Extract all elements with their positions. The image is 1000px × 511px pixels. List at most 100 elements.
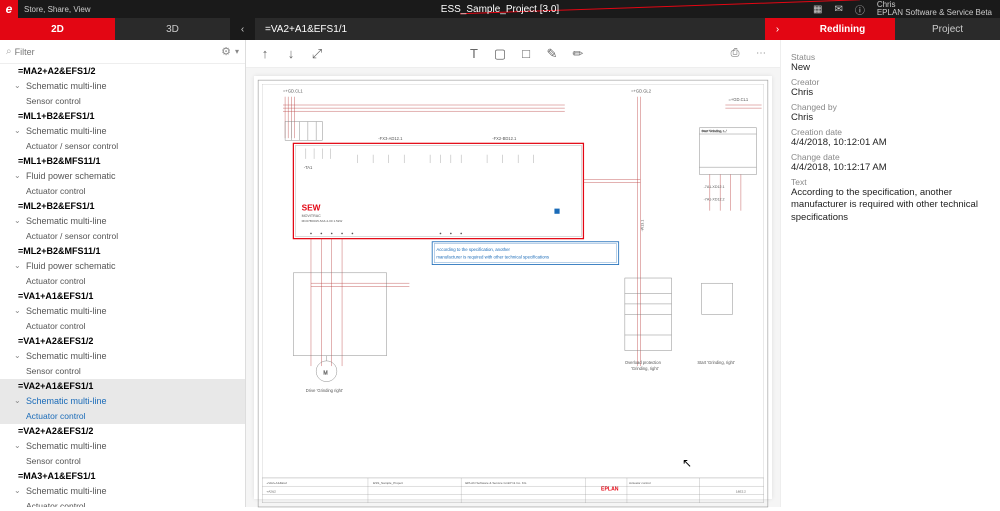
- chevron-down-icon[interactable]: ▾: [235, 47, 239, 56]
- status-value: New: [791, 62, 990, 73]
- tree-item[interactable]: Fluid power schematic: [0, 259, 245, 274]
- tab-redlining[interactable]: Redlining: [790, 18, 895, 40]
- svg-text:Actuator control: Actuator control: [629, 481, 651, 485]
- changedby-value: Chris: [791, 112, 990, 123]
- svg-text:MOVITRAC: MOVITRAC: [302, 214, 321, 218]
- tree-item[interactable]: =VA2+A1&EFS1/1: [0, 379, 245, 394]
- nav-up-icon[interactable]: ↑: [254, 43, 276, 65]
- tree-item[interactable]: Schematic multi-line: [0, 484, 245, 499]
- svg-text:Overload protection: Overload protection: [625, 360, 662, 365]
- creator-label: Creator: [791, 77, 990, 87]
- svg-text:-W13.1: -W13.1: [641, 220, 645, 232]
- tree-item[interactable]: =MA3+A1&EFS1/1: [0, 469, 245, 484]
- tab-3d[interactable]: 3D: [115, 18, 230, 40]
- svg-text:=+GD.GL2: =+GD.GL2: [631, 89, 652, 94]
- tree-item[interactable]: =ML2+B2&EFS1/1: [0, 199, 245, 214]
- svg-text:M: M: [323, 370, 327, 376]
- created-value: 4/4/2018, 10:12:01 AM: [791, 137, 990, 148]
- properties-panel: Status New Creator Chris Changed by Chri…: [780, 40, 1000, 507]
- tree-item[interactable]: Schematic multi-line: [0, 79, 245, 94]
- tree-item[interactable]: =MA2+A2&EFS1/2: [0, 64, 245, 79]
- company: EPLAN Software & Service Beta: [877, 8, 992, 17]
- topbar: e Store, Share, View ESS_Sample_Project …: [0, 0, 1000, 18]
- apps-icon[interactable]: ▦: [813, 4, 822, 15]
- tree-item[interactable]: Schematic multi-line: [0, 304, 245, 319]
- tree-item[interactable]: Actuator control: [0, 319, 245, 334]
- svg-text:-TA1: -TA1: [304, 165, 313, 170]
- text-value: According to the specification, another …: [791, 187, 990, 224]
- svg-text:+VA2+A1&EL2: +VA2+A1&EL2: [266, 481, 287, 485]
- tree-item[interactable]: Schematic multi-line: [0, 214, 245, 229]
- tree-item[interactable]: Sensor control: [0, 94, 245, 109]
- svg-text:-FX3-AD12.1: -FX3-AD12.1: [378, 136, 403, 141]
- tree-item[interactable]: =ML2+B2&MFS11/1: [0, 244, 245, 259]
- svg-text:=+GD.CL1: =+GD.CL1: [728, 97, 748, 102]
- changedby-label: Changed by: [791, 102, 990, 112]
- svg-text:EPLAN Software & Service GmbH: EPLAN Software & Service GmbH & Co. KG: [465, 481, 527, 485]
- project-title: ESS_Sample_Project [3.0]: [441, 4, 559, 15]
- more-icon[interactable]: ⋯: [750, 48, 772, 59]
- text-tool-icon[interactable]: T: [463, 43, 485, 65]
- edit-tool-icon[interactable]: ✏: [567, 43, 589, 65]
- tree-item[interactable]: =VA1+A1&EFS1/1: [0, 289, 245, 304]
- tabbar: 2D 3D ‹ =VA2+A1&EFS1/1 › Redlining Proje…: [0, 18, 1000, 40]
- tab-project[interactable]: Project: [895, 18, 1000, 40]
- tree-item[interactable]: =ML1+B2&EFS1/1: [0, 109, 245, 124]
- created-label: Creation date: [791, 127, 990, 137]
- filter-input[interactable]: [15, 47, 222, 57]
- svg-text:MC07B0015-5A3-4-00 1.5kW: MC07B0015-5A3-4-00 1.5kW: [302, 219, 343, 223]
- tree-item[interactable]: Schematic multi-line: [0, 394, 245, 409]
- brand-text: Store, Share, View: [24, 5, 91, 14]
- tree-item[interactable]: Schematic multi-line: [0, 349, 245, 364]
- mail-icon[interactable]: ✉: [834, 4, 842, 15]
- tree-item[interactable]: =ML1+B2&MFS11/1: [0, 154, 245, 169]
- sidebar: ⌕ ⚙ ▾ =MA2+A2&EFS1/2Schematic multi-line…: [0, 40, 246, 507]
- tree-item[interactable]: Actuator control: [0, 499, 245, 507]
- tree-item[interactable]: =VA1+A2&EFS1/2: [0, 334, 245, 349]
- print-icon[interactable]: ⎙: [724, 43, 746, 65]
- fit-icon[interactable]: ⤢: [306, 43, 328, 65]
- tree-item[interactable]: Schematic multi-line: [0, 439, 245, 454]
- gear-icon[interactable]: ⚙: [221, 45, 231, 58]
- tab-2d[interactable]: 2D: [0, 18, 115, 40]
- tree-item[interactable]: Actuator / sensor control: [0, 229, 245, 244]
- svg-text:=+GD.CL1: =+GD.CL1: [283, 89, 303, 94]
- tree-item[interactable]: Actuator control: [0, 184, 245, 199]
- svg-text:-FX2-BD12.1: -FX2-BD12.1: [492, 136, 517, 141]
- svg-text:-7A1-XD12.2: -7A1-XD12.2: [704, 197, 725, 201]
- tree-item[interactable]: Actuator control: [0, 274, 245, 289]
- nav-next[interactable]: ›: [765, 18, 790, 40]
- nav-prev[interactable]: ‹: [230, 18, 255, 40]
- user-icon[interactable]: ⓘ: [855, 2, 865, 17]
- path-display: =VA2+A1&EFS1/1: [255, 18, 765, 40]
- svg-text:SEW: SEW: [302, 204, 321, 213]
- canvas-area: ↑ ↓ ⤢ T ▢ □ ✎ ✏ ⎙ ⋯: [246, 40, 780, 507]
- svg-text:EPLAN: EPLAN: [601, 486, 619, 492]
- svg-text:+A2&2: +A2&2: [266, 489, 276, 493]
- svg-text:-7A1-XD12.1: -7A1-XD12.1: [704, 185, 725, 189]
- svg-text:Start 'Grinding, r...': Start 'Grinding, r...': [702, 129, 728, 133]
- svg-text:1&E2.2: 1&E2.2: [736, 489, 746, 493]
- svg-text:Start 'Grinding, right': Start 'Grinding, right': [697, 360, 735, 365]
- text-label: Text: [791, 177, 990, 187]
- svg-text:manufacturer is required with: manufacturer is required with other tech…: [436, 254, 550, 259]
- tree-item[interactable]: Actuator / sensor control: [0, 139, 245, 154]
- svg-text:According to the specification: According to the specification, another: [436, 247, 510, 252]
- search-icon: ⌕: [6, 46, 12, 57]
- pen-tool-icon[interactable]: ✎: [541, 43, 563, 65]
- tree-item[interactable]: Sensor control: [0, 364, 245, 379]
- tree-item[interactable]: Actuator control: [0, 409, 245, 424]
- tree-item[interactable]: =VA2+A2&EFS1/2: [0, 424, 245, 439]
- nav-down-icon[interactable]: ↓: [280, 43, 302, 65]
- svg-text:Drive 'Grinding right': Drive 'Grinding right': [306, 388, 343, 393]
- eplan-logo: e: [0, 0, 18, 18]
- svg-text:ESS_Sample_Project: ESS_Sample_Project: [373, 481, 403, 485]
- tree-item[interactable]: Sensor control: [0, 454, 245, 469]
- schematic-canvas[interactable]: =+GD.CL1 =+GD.GL2 =+GD.CL1 -TA1 SEW: [254, 76, 772, 499]
- page-tree: =MA2+A2&EFS1/2Schematic multi-lineSensor…: [0, 64, 245, 507]
- canvas-toolbar: ↑ ↓ ⤢ T ▢ □ ✎ ✏ ⎙ ⋯: [246, 40, 780, 68]
- select-tool-icon[interactable]: ▢: [489, 43, 511, 65]
- tree-item[interactable]: Schematic multi-line: [0, 124, 245, 139]
- tree-item[interactable]: Fluid power schematic: [0, 169, 245, 184]
- rect-tool-icon[interactable]: □: [515, 43, 537, 65]
